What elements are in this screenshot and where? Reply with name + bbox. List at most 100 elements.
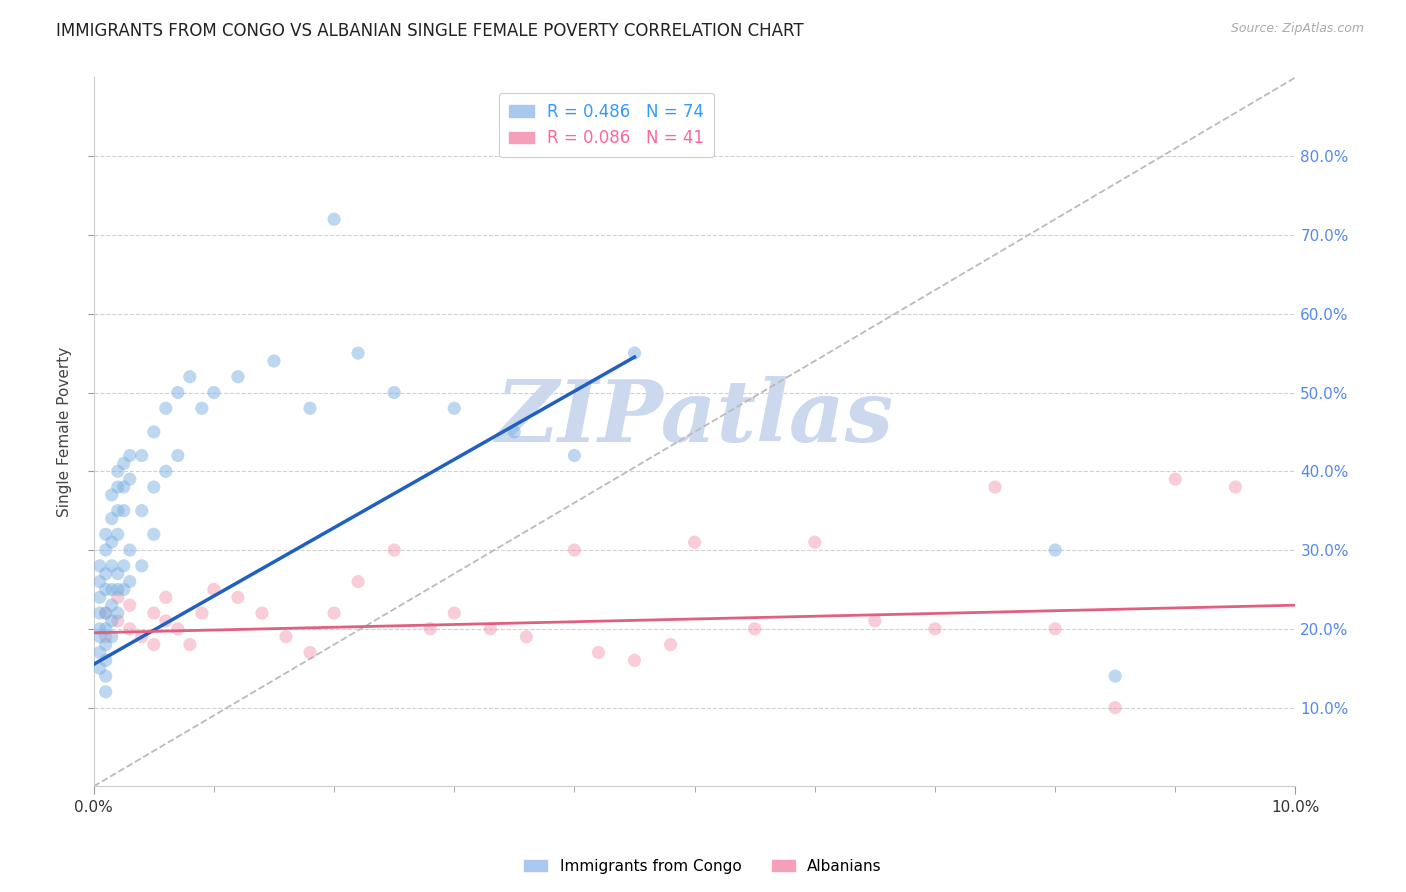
Point (94, 669, 117, 683)
Point (94, 606, 117, 620)
Point (191, 606, 214, 620)
Point (142, 606, 165, 620)
Point (94, 543, 117, 558)
Point (298, 645, 321, 659)
Point (118, 543, 141, 558)
Point (94, 606, 117, 620)
Point (112, 457, 135, 471)
Point (191, 401, 214, 416)
Point (100, 582, 122, 597)
Point (347, 574, 370, 589)
Point (94, 685, 117, 699)
Text: ZIPatlas: ZIPatlas (495, 376, 894, 459)
Point (179, 638, 201, 652)
Point (382, 543, 405, 558)
Point (107, 527, 129, 541)
Point (94, 566, 117, 581)
Legend: Immigrants from Congo, Albanians: Immigrants from Congo, Albanians (519, 853, 887, 880)
Point (107, 504, 129, 518)
Point (984, 480, 1007, 494)
Point (623, 653, 645, 667)
Point (94, 653, 117, 667)
Point (107, 614, 129, 628)
Point (863, 614, 886, 628)
Point (118, 449, 141, 463)
Point (924, 622, 946, 636)
Point (89, 606, 111, 620)
Point (107, 582, 129, 597)
Point (274, 630, 297, 644)
Point (588, 645, 610, 659)
Point (142, 527, 165, 541)
Point (683, 535, 706, 549)
Point (564, 543, 586, 558)
Point (94, 638, 117, 652)
Legend: R = 0.486   N = 74, R = 0.086   N = 41: R = 0.486 N = 74, R = 0.086 N = 41 (499, 93, 714, 157)
Point (118, 622, 141, 636)
Point (443, 401, 465, 416)
Point (202, 385, 225, 400)
Point (226, 591, 249, 605)
Point (100, 630, 122, 644)
Point (107, 591, 129, 605)
Point (155, 614, 177, 628)
Point (250, 606, 273, 620)
Point (94, 630, 117, 644)
Point (118, 472, 141, 486)
Point (166, 385, 188, 400)
Point (142, 425, 165, 439)
Y-axis label: Single Female Poverty: Single Female Poverty (58, 347, 72, 517)
Point (155, 591, 177, 605)
Point (100, 511, 122, 525)
Point (1043, 622, 1066, 636)
Point (142, 480, 165, 494)
Point (298, 401, 321, 416)
Point (107, 606, 129, 620)
Point (107, 480, 129, 494)
Point (1104, 700, 1126, 714)
Point (112, 504, 135, 518)
Point (803, 535, 825, 549)
Point (1104, 669, 1126, 683)
Point (1164, 472, 1187, 486)
Point (89, 591, 111, 605)
Point (382, 385, 405, 400)
Point (515, 630, 537, 644)
Point (166, 622, 188, 636)
Point (202, 582, 225, 597)
Point (503, 425, 526, 439)
Point (623, 346, 645, 360)
Point (100, 598, 122, 612)
Point (155, 464, 177, 478)
Point (112, 582, 135, 597)
Point (89, 574, 111, 589)
Point (94, 622, 117, 636)
Point (100, 614, 122, 628)
Point (443, 606, 465, 620)
Point (100, 535, 122, 549)
Point (155, 401, 177, 416)
Point (89, 630, 111, 644)
Point (226, 369, 249, 384)
Point (142, 638, 165, 652)
Point (744, 622, 766, 636)
Text: IMMIGRANTS FROM CONGO VS ALBANIAN SINGLE FEMALE POVERTY CORRELATION CHART: IMMIGRANTS FROM CONGO VS ALBANIAN SINGLE… (56, 22, 804, 40)
Text: Source: ZipAtlas.com: Source: ZipAtlas.com (1230, 22, 1364, 36)
Point (263, 354, 285, 368)
Point (131, 558, 153, 573)
Point (112, 480, 135, 494)
Point (100, 488, 122, 502)
Point (179, 369, 201, 384)
Point (94, 582, 117, 597)
Point (107, 464, 129, 478)
Point (118, 574, 141, 589)
Point (89, 622, 111, 636)
Point (479, 622, 502, 636)
Point (89, 645, 111, 659)
Point (112, 558, 135, 573)
Point (89, 558, 111, 573)
Point (659, 638, 682, 652)
Point (564, 449, 586, 463)
Point (107, 566, 129, 581)
Point (1225, 480, 1247, 494)
